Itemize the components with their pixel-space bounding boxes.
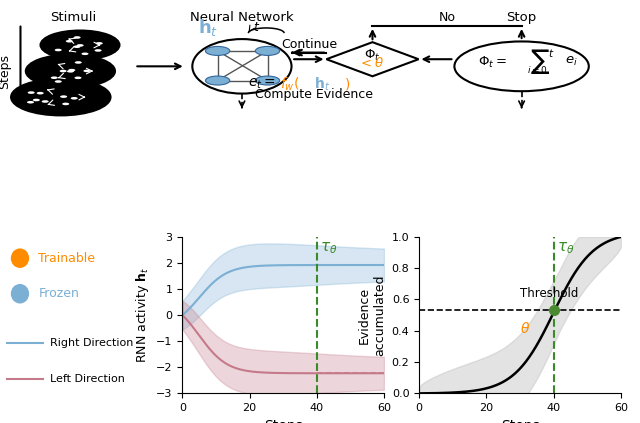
Text: $\Phi_t =$: $\Phi_t =$ (479, 55, 507, 70)
Circle shape (81, 52, 88, 55)
Text: Steps: Steps (0, 54, 12, 88)
Circle shape (74, 77, 81, 79)
Ellipse shape (192, 39, 292, 93)
Circle shape (255, 76, 280, 85)
Circle shape (67, 70, 74, 73)
Text: Left Direction: Left Direction (50, 374, 125, 384)
Text: $<\theta$: $<\theta$ (358, 57, 384, 71)
Text: Compute Evidence: Compute Evidence (255, 88, 372, 101)
Circle shape (96, 42, 103, 45)
Circle shape (205, 76, 230, 85)
Circle shape (54, 49, 61, 51)
Circle shape (55, 80, 62, 83)
Text: Right Direction: Right Direction (50, 338, 133, 349)
Circle shape (255, 47, 280, 55)
Circle shape (62, 103, 69, 105)
Text: $f_w($: $f_w($ (280, 75, 300, 93)
X-axis label: Steps: Steps (264, 419, 303, 423)
Text: $i=0$: $i=0$ (527, 64, 548, 75)
Circle shape (74, 45, 81, 48)
Text: $e_t = $: $e_t = $ (248, 77, 275, 91)
X-axis label: Steps: Steps (500, 419, 540, 423)
Circle shape (60, 70, 67, 72)
Y-axis label: Evidence
accumulated: Evidence accumulated (358, 275, 386, 356)
Circle shape (33, 99, 40, 101)
Text: Trainable: Trainable (38, 252, 95, 265)
Circle shape (36, 92, 44, 94)
Circle shape (75, 61, 82, 64)
Circle shape (74, 36, 81, 39)
Circle shape (66, 40, 73, 43)
Circle shape (51, 77, 58, 79)
Circle shape (11, 248, 29, 268)
Text: $\mathbf{h}_t$: $\mathbf{h}_t$ (198, 17, 219, 38)
Text: No: No (438, 11, 456, 24)
Circle shape (95, 49, 102, 52)
Text: $e_i$: $e_i$ (565, 55, 578, 68)
Text: $\tau_{\theta}$: $\tau_{\theta}$ (320, 241, 338, 256)
Text: Frozen: Frozen (38, 287, 79, 300)
Circle shape (83, 70, 90, 72)
Polygon shape (326, 42, 419, 76)
Circle shape (70, 97, 77, 99)
Text: $\theta$: $\theta$ (520, 321, 530, 335)
Circle shape (26, 55, 115, 88)
Y-axis label: RNN activity $\mathbf{h}_t$: RNN activity $\mathbf{h}_t$ (134, 267, 150, 363)
Text: Stimuli: Stimuli (51, 11, 97, 24)
Text: $\mathbf{h}_t$: $\mathbf{h}_t$ (314, 75, 330, 93)
Circle shape (68, 69, 76, 71)
Text: $t$: $t$ (253, 22, 260, 34)
Text: Threshold: Threshold (520, 287, 579, 300)
Circle shape (42, 100, 49, 103)
Circle shape (28, 91, 35, 94)
Circle shape (40, 30, 120, 60)
Circle shape (27, 101, 34, 104)
Circle shape (11, 79, 111, 115)
Text: $t$: $t$ (548, 47, 555, 59)
Text: Continue: Continue (281, 38, 337, 51)
Text: $\Phi_t$: $\Phi_t$ (364, 48, 381, 63)
Text: Neural Network: Neural Network (190, 11, 294, 24)
Text: $\sum$: $\sum$ (529, 47, 550, 76)
Circle shape (60, 95, 67, 98)
Circle shape (11, 284, 29, 304)
Circle shape (205, 47, 230, 55)
Circle shape (454, 41, 589, 91)
Circle shape (77, 44, 84, 47)
Text: Stop: Stop (506, 11, 537, 24)
Text: $)$: $)$ (344, 76, 351, 92)
Text: $\tau_{\theta}$: $\tau_{\theta}$ (557, 240, 575, 256)
